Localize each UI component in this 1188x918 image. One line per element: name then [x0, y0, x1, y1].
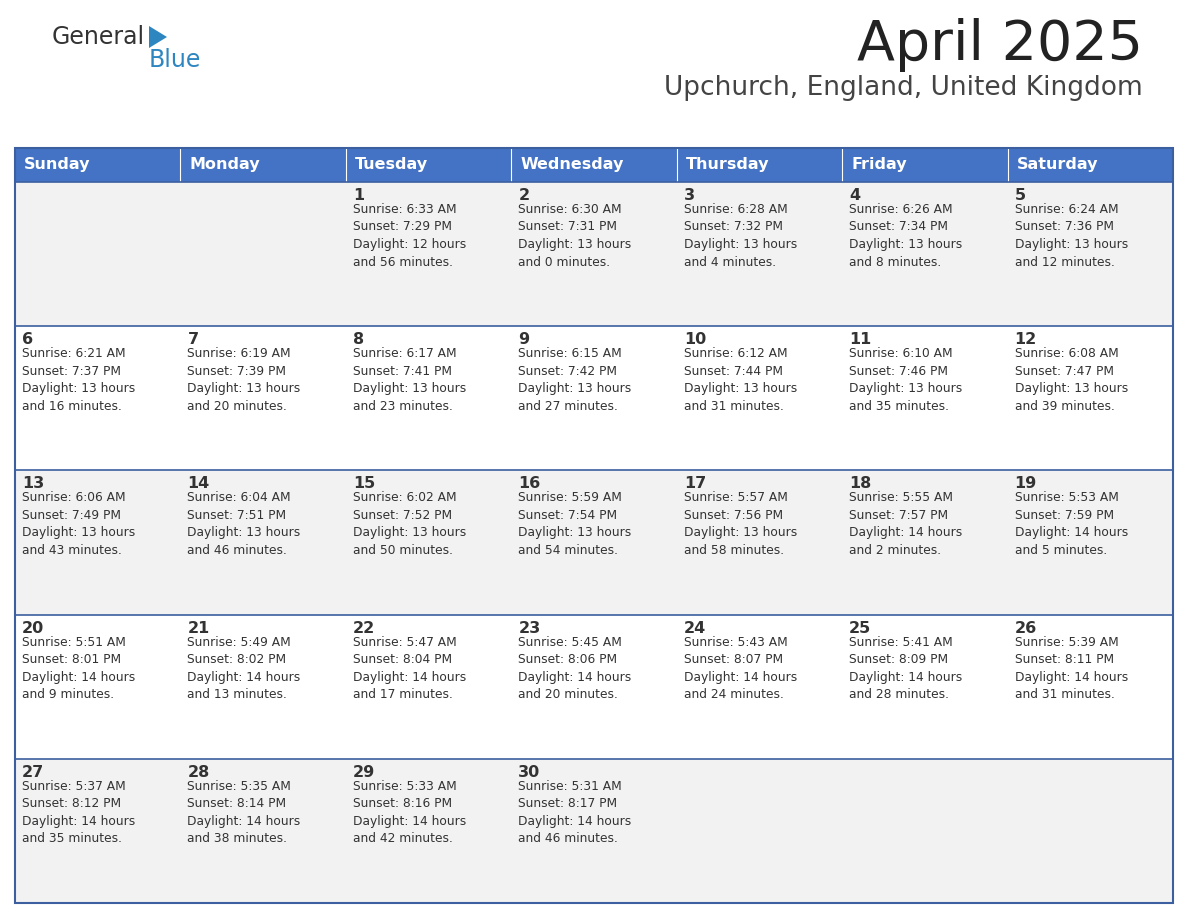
Text: Sunrise: 6:24 AM
Sunset: 7:36 PM
Daylight: 13 hours
and 12 minutes.: Sunrise: 6:24 AM Sunset: 7:36 PM Dayligh…: [1015, 203, 1127, 268]
Text: 30: 30: [518, 765, 541, 779]
Text: Blue: Blue: [148, 48, 202, 72]
Text: 8: 8: [353, 332, 364, 347]
Text: 9: 9: [518, 332, 530, 347]
Text: 18: 18: [849, 476, 871, 491]
Text: Sunrise: 6:02 AM
Sunset: 7:52 PM
Daylight: 13 hours
and 50 minutes.: Sunrise: 6:02 AM Sunset: 7:52 PM Dayligh…: [353, 491, 466, 557]
Text: Sunrise: 6:08 AM
Sunset: 7:47 PM
Daylight: 13 hours
and 39 minutes.: Sunrise: 6:08 AM Sunset: 7:47 PM Dayligh…: [1015, 347, 1127, 413]
Text: Sunday: Sunday: [24, 158, 90, 173]
Text: Sunrise: 5:31 AM
Sunset: 8:17 PM
Daylight: 14 hours
and 46 minutes.: Sunrise: 5:31 AM Sunset: 8:17 PM Dayligh…: [518, 779, 632, 845]
Text: General: General: [52, 25, 145, 49]
Text: Thursday: Thursday: [685, 158, 769, 173]
Text: 22: 22: [353, 621, 375, 635]
Text: Sunrise: 5:43 AM
Sunset: 8:07 PM
Daylight: 14 hours
and 24 minutes.: Sunrise: 5:43 AM Sunset: 8:07 PM Dayligh…: [684, 635, 797, 701]
Bar: [1007, 148, 1173, 182]
Text: 7: 7: [188, 332, 198, 347]
Bar: [15, 148, 1173, 903]
Text: Sunrise: 5:57 AM
Sunset: 7:56 PM
Daylight: 13 hours
and 58 minutes.: Sunrise: 5:57 AM Sunset: 7:56 PM Dayligh…: [684, 491, 797, 557]
Text: Sunrise: 5:55 AM
Sunset: 7:57 PM
Daylight: 14 hours
and 2 minutes.: Sunrise: 5:55 AM Sunset: 7:57 PM Dayligh…: [849, 491, 962, 557]
Text: Sunrise: 6:10 AM
Sunset: 7:46 PM
Daylight: 13 hours
and 35 minutes.: Sunrise: 6:10 AM Sunset: 7:46 PM Dayligh…: [849, 347, 962, 413]
Text: 15: 15: [353, 476, 375, 491]
Bar: [511, 148, 677, 182]
Text: Sunrise: 6:12 AM
Sunset: 7:44 PM
Daylight: 13 hours
and 31 minutes.: Sunrise: 6:12 AM Sunset: 7:44 PM Dayligh…: [684, 347, 797, 413]
Text: Sunrise: 5:33 AM
Sunset: 8:16 PM
Daylight: 14 hours
and 42 minutes.: Sunrise: 5:33 AM Sunset: 8:16 PM Dayligh…: [353, 779, 466, 845]
Text: 16: 16: [518, 476, 541, 491]
Bar: [15, 614, 1173, 759]
Bar: [677, 148, 842, 182]
Text: 25: 25: [849, 621, 871, 635]
Text: Friday: Friday: [851, 158, 906, 173]
Text: Sunrise: 6:33 AM
Sunset: 7:29 PM
Daylight: 12 hours
and 56 minutes.: Sunrise: 6:33 AM Sunset: 7:29 PM Dayligh…: [353, 203, 466, 268]
Text: 23: 23: [518, 621, 541, 635]
Text: Tuesday: Tuesday: [355, 158, 428, 173]
Text: 6: 6: [23, 332, 33, 347]
Text: 3: 3: [684, 188, 695, 203]
Text: 29: 29: [353, 765, 375, 779]
Bar: [181, 148, 346, 182]
Text: 10: 10: [684, 332, 706, 347]
Text: Sunrise: 6:17 AM
Sunset: 7:41 PM
Daylight: 13 hours
and 23 minutes.: Sunrise: 6:17 AM Sunset: 7:41 PM Dayligh…: [353, 347, 466, 413]
Text: 27: 27: [23, 765, 44, 779]
Text: 2: 2: [518, 188, 530, 203]
Text: 14: 14: [188, 476, 209, 491]
Text: 26: 26: [1015, 621, 1037, 635]
Text: 28: 28: [188, 765, 209, 779]
Text: 20: 20: [23, 621, 44, 635]
Bar: [15, 326, 1173, 470]
Text: Sunrise: 6:21 AM
Sunset: 7:37 PM
Daylight: 13 hours
and 16 minutes.: Sunrise: 6:21 AM Sunset: 7:37 PM Dayligh…: [23, 347, 135, 413]
Bar: [346, 148, 511, 182]
Bar: [15, 470, 1173, 614]
Bar: [15, 182, 1173, 326]
Text: Sunrise: 5:41 AM
Sunset: 8:09 PM
Daylight: 14 hours
and 28 minutes.: Sunrise: 5:41 AM Sunset: 8:09 PM Dayligh…: [849, 635, 962, 701]
Text: Sunrise: 5:51 AM
Sunset: 8:01 PM
Daylight: 14 hours
and 9 minutes.: Sunrise: 5:51 AM Sunset: 8:01 PM Dayligh…: [23, 635, 135, 701]
Text: Sunrise: 5:53 AM
Sunset: 7:59 PM
Daylight: 14 hours
and 5 minutes.: Sunrise: 5:53 AM Sunset: 7:59 PM Dayligh…: [1015, 491, 1127, 557]
Text: 1: 1: [353, 188, 364, 203]
Text: Sunrise: 5:59 AM
Sunset: 7:54 PM
Daylight: 13 hours
and 54 minutes.: Sunrise: 5:59 AM Sunset: 7:54 PM Dayligh…: [518, 491, 632, 557]
Text: Sunrise: 6:04 AM
Sunset: 7:51 PM
Daylight: 13 hours
and 46 minutes.: Sunrise: 6:04 AM Sunset: 7:51 PM Dayligh…: [188, 491, 301, 557]
Text: 5: 5: [1015, 188, 1025, 203]
Text: Saturday: Saturday: [1017, 158, 1098, 173]
Text: Sunrise: 6:15 AM
Sunset: 7:42 PM
Daylight: 13 hours
and 27 minutes.: Sunrise: 6:15 AM Sunset: 7:42 PM Dayligh…: [518, 347, 632, 413]
Polygon shape: [148, 26, 168, 48]
Text: Sunrise: 6:06 AM
Sunset: 7:49 PM
Daylight: 13 hours
and 43 minutes.: Sunrise: 6:06 AM Sunset: 7:49 PM Dayligh…: [23, 491, 135, 557]
Bar: [15, 148, 181, 182]
Text: Sunrise: 6:30 AM
Sunset: 7:31 PM
Daylight: 13 hours
and 0 minutes.: Sunrise: 6:30 AM Sunset: 7:31 PM Dayligh…: [518, 203, 632, 268]
Text: Sunrise: 6:26 AM
Sunset: 7:34 PM
Daylight: 13 hours
and 8 minutes.: Sunrise: 6:26 AM Sunset: 7:34 PM Dayligh…: [849, 203, 962, 268]
Bar: [842, 148, 1007, 182]
Text: Sunrise: 5:45 AM
Sunset: 8:06 PM
Daylight: 14 hours
and 20 minutes.: Sunrise: 5:45 AM Sunset: 8:06 PM Dayligh…: [518, 635, 632, 701]
Text: Monday: Monday: [189, 158, 260, 173]
Text: 19: 19: [1015, 476, 1037, 491]
Text: Sunrise: 5:39 AM
Sunset: 8:11 PM
Daylight: 14 hours
and 31 minutes.: Sunrise: 5:39 AM Sunset: 8:11 PM Dayligh…: [1015, 635, 1127, 701]
Text: Sunrise: 5:35 AM
Sunset: 8:14 PM
Daylight: 14 hours
and 38 minutes.: Sunrise: 5:35 AM Sunset: 8:14 PM Dayligh…: [188, 779, 301, 845]
Text: 13: 13: [23, 476, 44, 491]
Text: Sunrise: 6:19 AM
Sunset: 7:39 PM
Daylight: 13 hours
and 20 minutes.: Sunrise: 6:19 AM Sunset: 7:39 PM Dayligh…: [188, 347, 301, 413]
Text: 12: 12: [1015, 332, 1037, 347]
Bar: [15, 759, 1173, 903]
Text: Sunrise: 5:49 AM
Sunset: 8:02 PM
Daylight: 14 hours
and 13 minutes.: Sunrise: 5:49 AM Sunset: 8:02 PM Dayligh…: [188, 635, 301, 701]
Text: Sunrise: 6:28 AM
Sunset: 7:32 PM
Daylight: 13 hours
and 4 minutes.: Sunrise: 6:28 AM Sunset: 7:32 PM Dayligh…: [684, 203, 797, 268]
Text: 21: 21: [188, 621, 209, 635]
Text: 17: 17: [684, 476, 706, 491]
Text: April 2025: April 2025: [857, 18, 1143, 72]
Text: 24: 24: [684, 621, 706, 635]
Text: Upchurch, England, United Kingdom: Upchurch, England, United Kingdom: [664, 75, 1143, 101]
Text: 4: 4: [849, 188, 860, 203]
Text: Sunrise: 5:47 AM
Sunset: 8:04 PM
Daylight: 14 hours
and 17 minutes.: Sunrise: 5:47 AM Sunset: 8:04 PM Dayligh…: [353, 635, 466, 701]
Text: Sunrise: 5:37 AM
Sunset: 8:12 PM
Daylight: 14 hours
and 35 minutes.: Sunrise: 5:37 AM Sunset: 8:12 PM Dayligh…: [23, 779, 135, 845]
Text: Wednesday: Wednesday: [520, 158, 624, 173]
Text: 11: 11: [849, 332, 871, 347]
